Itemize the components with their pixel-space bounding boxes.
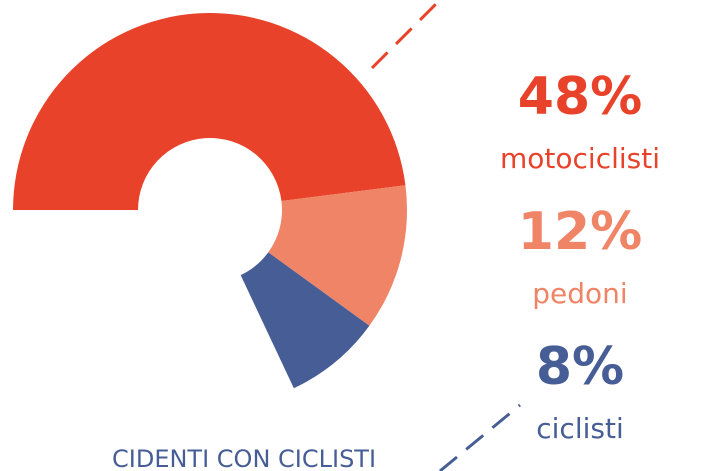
leader-line [439, 403, 521, 471]
leader-line [370, 0, 442, 70]
legend-label: pedoni [532, 277, 627, 310]
legend-label: motociclisti [500, 142, 660, 175]
chart-title: CIDENTI CON CICLISTI [112, 445, 376, 471]
legend-label: ciclisti [536, 412, 623, 445]
value-label: 48% [518, 67, 642, 127]
donut-segment [13, 12, 406, 210]
value-label: 12% [518, 202, 642, 262]
value-label: 8% [536, 337, 624, 397]
donut-segment [268, 185, 407, 326]
donut-segment [240, 252, 370, 389]
